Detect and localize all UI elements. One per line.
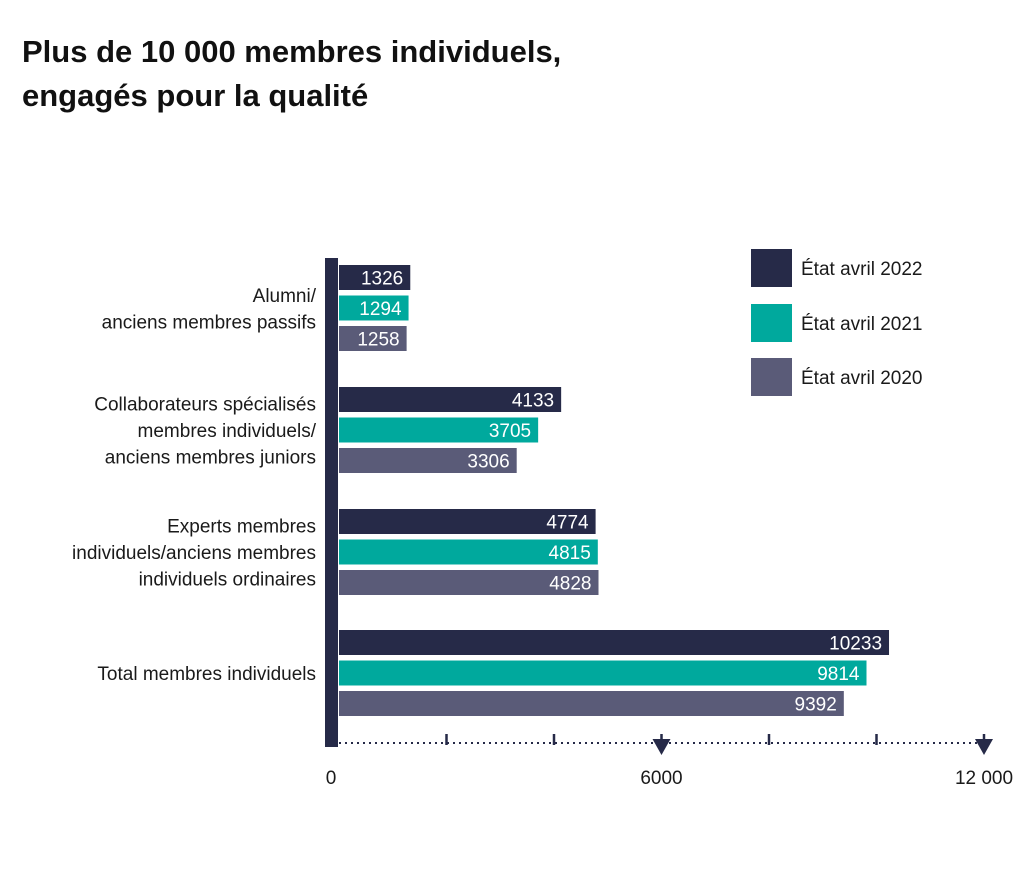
value-label: 1258 — [357, 330, 399, 351]
chart-title-line-2: engagés pour la qualité — [22, 78, 369, 113]
legend-label: État avril 2021 — [801, 314, 922, 335]
category-label: individuels ordinaires — [139, 570, 316, 591]
bar-4-series-1 — [339, 630, 890, 655]
bar-2-series-2 — [339, 417, 539, 443]
category-label: membres individuels/ — [138, 421, 317, 442]
category-label: individuels/anciens membres — [72, 543, 316, 564]
legend-swatch — [751, 304, 792, 342]
value-label: 4815 — [549, 543, 591, 564]
chart-title-line-1: Plus de 10 000 membres individuels, — [22, 34, 562, 69]
x-tick-label: 12 000 — [955, 768, 1013, 789]
legend: État avril 2022 État avril 2021 État avril… — [751, 249, 922, 396]
bar-3-series-2 — [339, 539, 598, 565]
category-label: anciens membres passifs — [102, 312, 316, 333]
bar-1-series-3 — [339, 326, 407, 351]
legend-label: État avril 2020 — [801, 368, 922, 389]
legend-swatch — [751, 249, 792, 287]
bars-group: 1326 1294 1258 4133 3705 3306 4774 4815 4828 1023… — [339, 265, 890, 716]
value-label: 1294 — [359, 299, 402, 320]
bar-3-series-1 — [339, 509, 596, 534]
x-arrow-tick — [975, 739, 993, 755]
chart-title: Plus de 10 000 membres individuels, enga… — [22, 30, 561, 118]
value-label: 9814 — [817, 664, 860, 685]
value-label: 9392 — [795, 695, 837, 716]
value-label: 3705 — [489, 421, 531, 442]
value-label: 1326 — [361, 269, 403, 290]
category-label: Collaborateurs spécialisés — [94, 395, 316, 416]
x-tick-label: 6000 — [640, 768, 682, 789]
bar-2-series-3 — [339, 448, 517, 473]
y-axis-line — [325, 258, 338, 747]
value-label: 4828 — [549, 574, 591, 595]
bar-2-series-1 — [339, 387, 562, 412]
category-label: anciens membres juniors — [105, 448, 316, 469]
bar-4-series-2 — [339, 660, 867, 686]
bar-4-series-3 — [339, 691, 844, 716]
category-label: Total membres individuels — [97, 664, 316, 685]
x-tick-label: 0 — [326, 768, 337, 789]
x-arrow-tick — [652, 739, 671, 755]
value-label: 4133 — [512, 391, 554, 412]
legend-swatch — [751, 358, 792, 396]
legend-label: État avril 2022 — [801, 259, 922, 280]
bar-1-series-1 — [339, 265, 411, 290]
value-label: 3306 — [467, 452, 509, 473]
axes-group: 0 6000 12 000 — [325, 258, 1013, 789]
category-label: Experts membres — [167, 517, 316, 538]
value-label: 4774 — [546, 513, 589, 534]
bar-3-series-3 — [339, 570, 599, 595]
category-labels-group: Alumni/anciens membres passifs Collaborat… — [72, 286, 317, 685]
value-label: 10233 — [829, 634, 882, 655]
category-label: Alumni/ — [253, 286, 317, 307]
bar-1-series-2 — [339, 295, 409, 321]
